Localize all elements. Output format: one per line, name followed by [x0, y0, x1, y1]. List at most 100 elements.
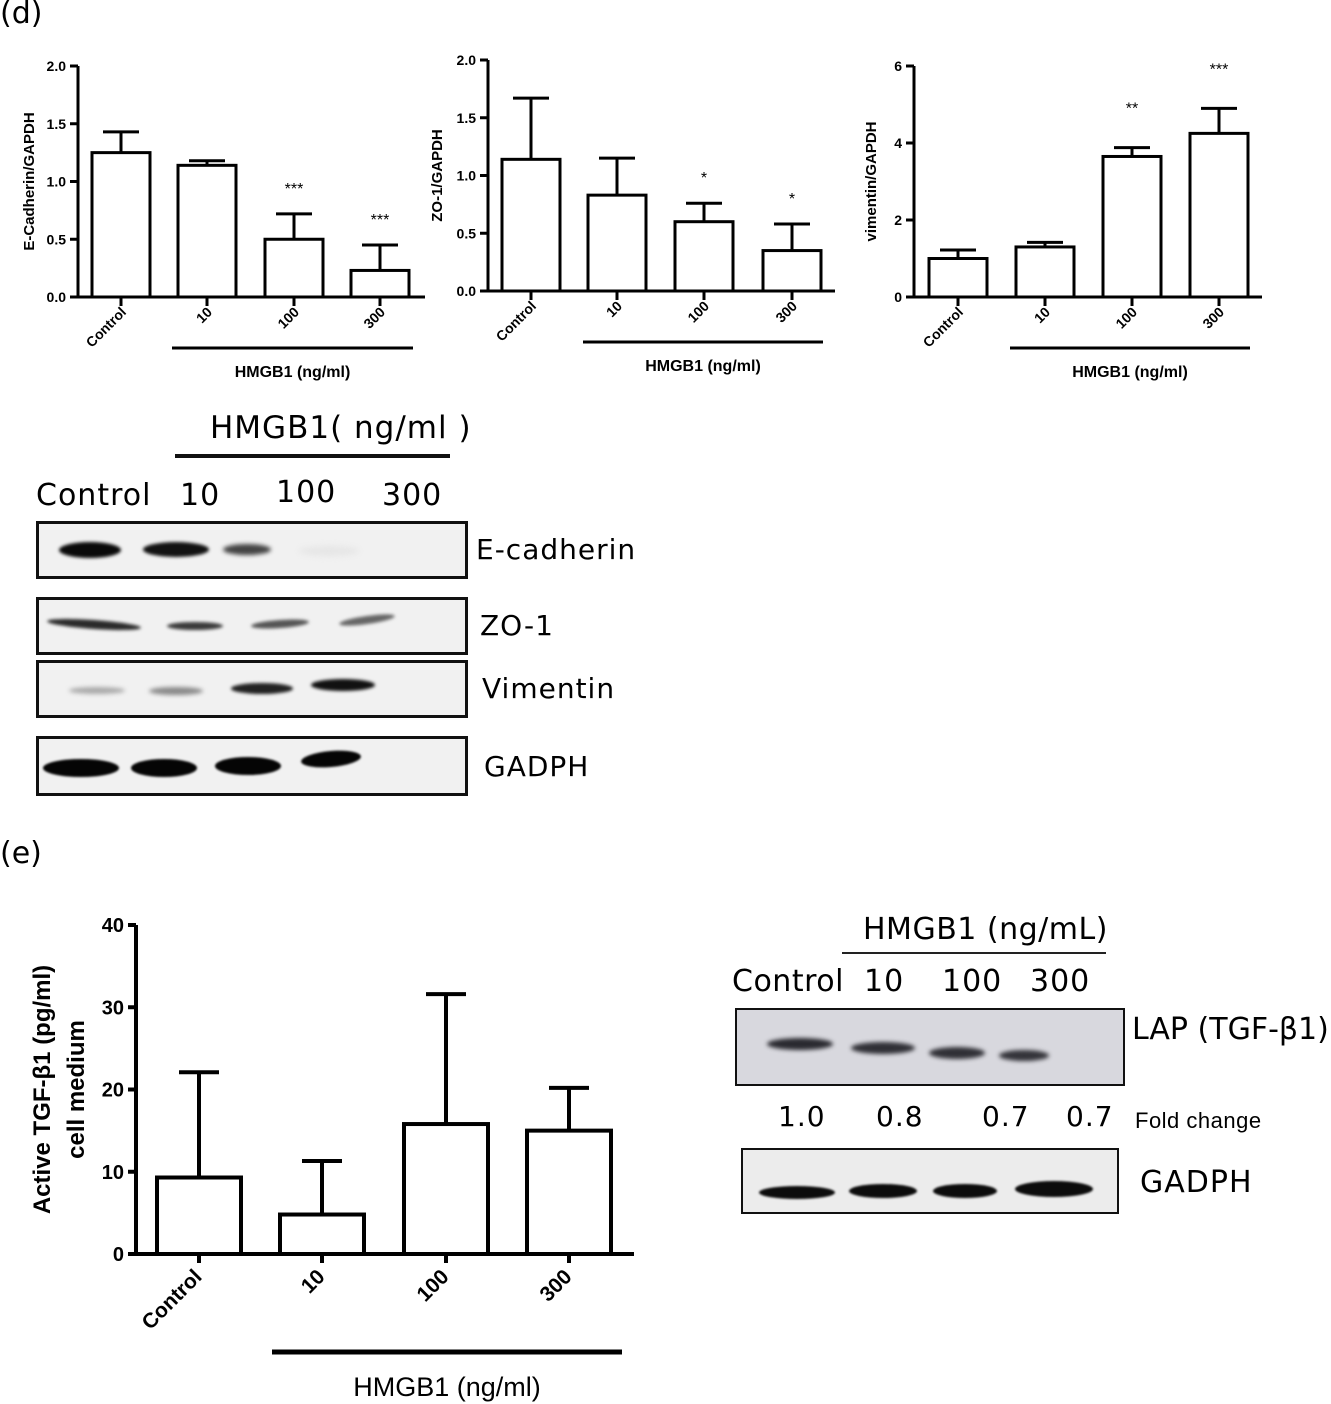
- blot-d-header: HMGB1( ng/ml ): [210, 410, 472, 446]
- band: [59, 542, 121, 558]
- blot-gapdh-e: [741, 1148, 1119, 1214]
- bar: [586, 193, 648, 293]
- band: [215, 757, 281, 775]
- fold-value-10: 0.8: [876, 1100, 924, 1133]
- blot-ecadherin: [36, 521, 468, 579]
- band: [1015, 1181, 1093, 1197]
- blot-lap: [735, 1008, 1125, 1086]
- bar: [1101, 154, 1163, 299]
- band: [851, 1042, 915, 1054]
- y-tick-label: 2: [894, 212, 902, 228]
- x-tick-label: 300: [535, 1265, 576, 1306]
- bar: [278, 1212, 366, 1256]
- y-tick-label: 4: [894, 135, 902, 151]
- x-axis-label: HMGB1 (ng/ml): [353, 1372, 541, 1402]
- lane-label-100: 100: [276, 475, 337, 510]
- lane-label-control: Control: [732, 964, 844, 999]
- bar: [1188, 131, 1250, 299]
- blot-zo1-label: ZO-1: [480, 609, 554, 642]
- y-tick-label: 2.0: [47, 58, 67, 74]
- blot-e-bracket-line: [842, 952, 1106, 954]
- band: [929, 1047, 985, 1059]
- x-axis-label: HMGB1 (ng/ml): [235, 364, 351, 381]
- panel-d-label: (d): [0, 0, 43, 31]
- x-tick-label: Control: [920, 304, 967, 351]
- y-tick-label: 0.0: [47, 289, 67, 305]
- significance-marker: ***: [285, 181, 304, 198]
- fold-change-label: Fold change: [1135, 1108, 1262, 1133]
- x-tick-label: Control: [83, 304, 130, 351]
- bar: [176, 163, 238, 299]
- blot-vimentin: [36, 660, 468, 718]
- bar: [402, 1122, 490, 1256]
- y-tick-label: 40: [102, 915, 124, 937]
- y-tick-label: 1.0: [457, 168, 477, 184]
- panel-e-label: (e): [0, 836, 42, 871]
- x-tick-label: 300: [1199, 304, 1227, 332]
- blot-gapdh-d: [36, 736, 468, 796]
- blot-vimentin-label: Vimentin: [482, 672, 616, 705]
- significance-marker: **: [1126, 101, 1138, 118]
- x-tick-label: 10: [603, 298, 625, 320]
- lane-label-10: 10: [864, 964, 905, 999]
- y-tick-label: 0: [894, 289, 902, 305]
- y-tick-label: 30: [102, 997, 124, 1019]
- x-tick-label: 100: [684, 298, 712, 326]
- x-tick-label: 10: [193, 304, 215, 326]
- band: [143, 542, 209, 557]
- band: [46, 616, 142, 633]
- band: [167, 622, 223, 630]
- bar: [1014, 245, 1076, 299]
- lane-label-100: 100: [942, 964, 1003, 999]
- blot-e-header: HMGB1 (ng/mL): [863, 912, 1108, 947]
- band: [849, 1184, 917, 1198]
- western-blot-d: HMGB1( ng/ml ) Control 10 100 300 E-cadh…: [0, 400, 660, 820]
- y-tick-label: 2.0: [457, 52, 477, 68]
- x-tick-label: 100: [412, 1265, 453, 1306]
- y-tick-label: 1.5: [47, 116, 67, 132]
- ecadherin-bar-chart: 0.0 0.5 1.0 1.5 2.0 E-Cadherin/GAPDH Control 10…: [21, 58, 425, 381]
- y-axis-label: E-Cadherin/GAPDH: [21, 112, 38, 250]
- fold-value-300: 0.7: [1066, 1100, 1114, 1133]
- lane-label-10: 10: [180, 478, 221, 513]
- band: [223, 544, 271, 555]
- band: [999, 1050, 1049, 1061]
- band: [231, 683, 293, 694]
- bar: [90, 151, 152, 299]
- lane-label-300: 300: [382, 478, 443, 513]
- x-axis-label: HMGB1 (ng/ml): [645, 358, 761, 375]
- x-tick-label: 10: [1031, 304, 1053, 326]
- y-axis-label: Active TGF-β1 (pg/ml): [29, 965, 56, 1214]
- y-tick-label: 1.5: [457, 110, 477, 126]
- zo1-bar-chart: 0.0 0.5 1.0 1.5 2.0 ZO-1/GAPDH Control 10 * 100 * 3…: [429, 52, 835, 375]
- significance-marker: *: [789, 191, 795, 208]
- blot-gapdh-d-label: GADPH: [484, 750, 590, 783]
- band: [149, 687, 203, 695]
- y-tick-label: 0.0: [457, 283, 477, 299]
- bar: [155, 1175, 243, 1257]
- x-tick-label: Control: [493, 298, 540, 345]
- x-tick-label: 10: [297, 1265, 330, 1298]
- bar: [525, 1128, 613, 1256]
- fold-value-control: 1.0: [778, 1100, 826, 1133]
- band: [43, 759, 119, 777]
- bar: [761, 249, 823, 293]
- y-axis-label: ZO-1/GAPDH: [429, 129, 446, 222]
- y-tick-label: 1.0: [47, 174, 67, 190]
- tgfb1-bar-chart: 0 10 20 30 40 Active TGF-β1 (pg/ml) cell mediu…: [29, 915, 634, 1402]
- x-tick-label: 300: [772, 298, 800, 326]
- significance-marker: ***: [1210, 61, 1229, 78]
- y-tick-label: 0: [113, 1244, 124, 1266]
- y-tick-label: 20: [102, 1080, 124, 1102]
- bar: [927, 257, 989, 299]
- bar: [263, 237, 325, 299]
- x-tick-label: 300: [360, 304, 388, 332]
- fold-value-100: 0.7: [982, 1100, 1030, 1133]
- significance-marker: *: [701, 170, 707, 187]
- y-tick-label: 0.5: [457, 225, 477, 241]
- band: [338, 612, 396, 628]
- band: [299, 546, 359, 556]
- blot-gapdh-e-label: GADPH: [1140, 1165, 1253, 1200]
- band: [69, 687, 125, 694]
- y-tick-label: 0.5: [47, 231, 67, 247]
